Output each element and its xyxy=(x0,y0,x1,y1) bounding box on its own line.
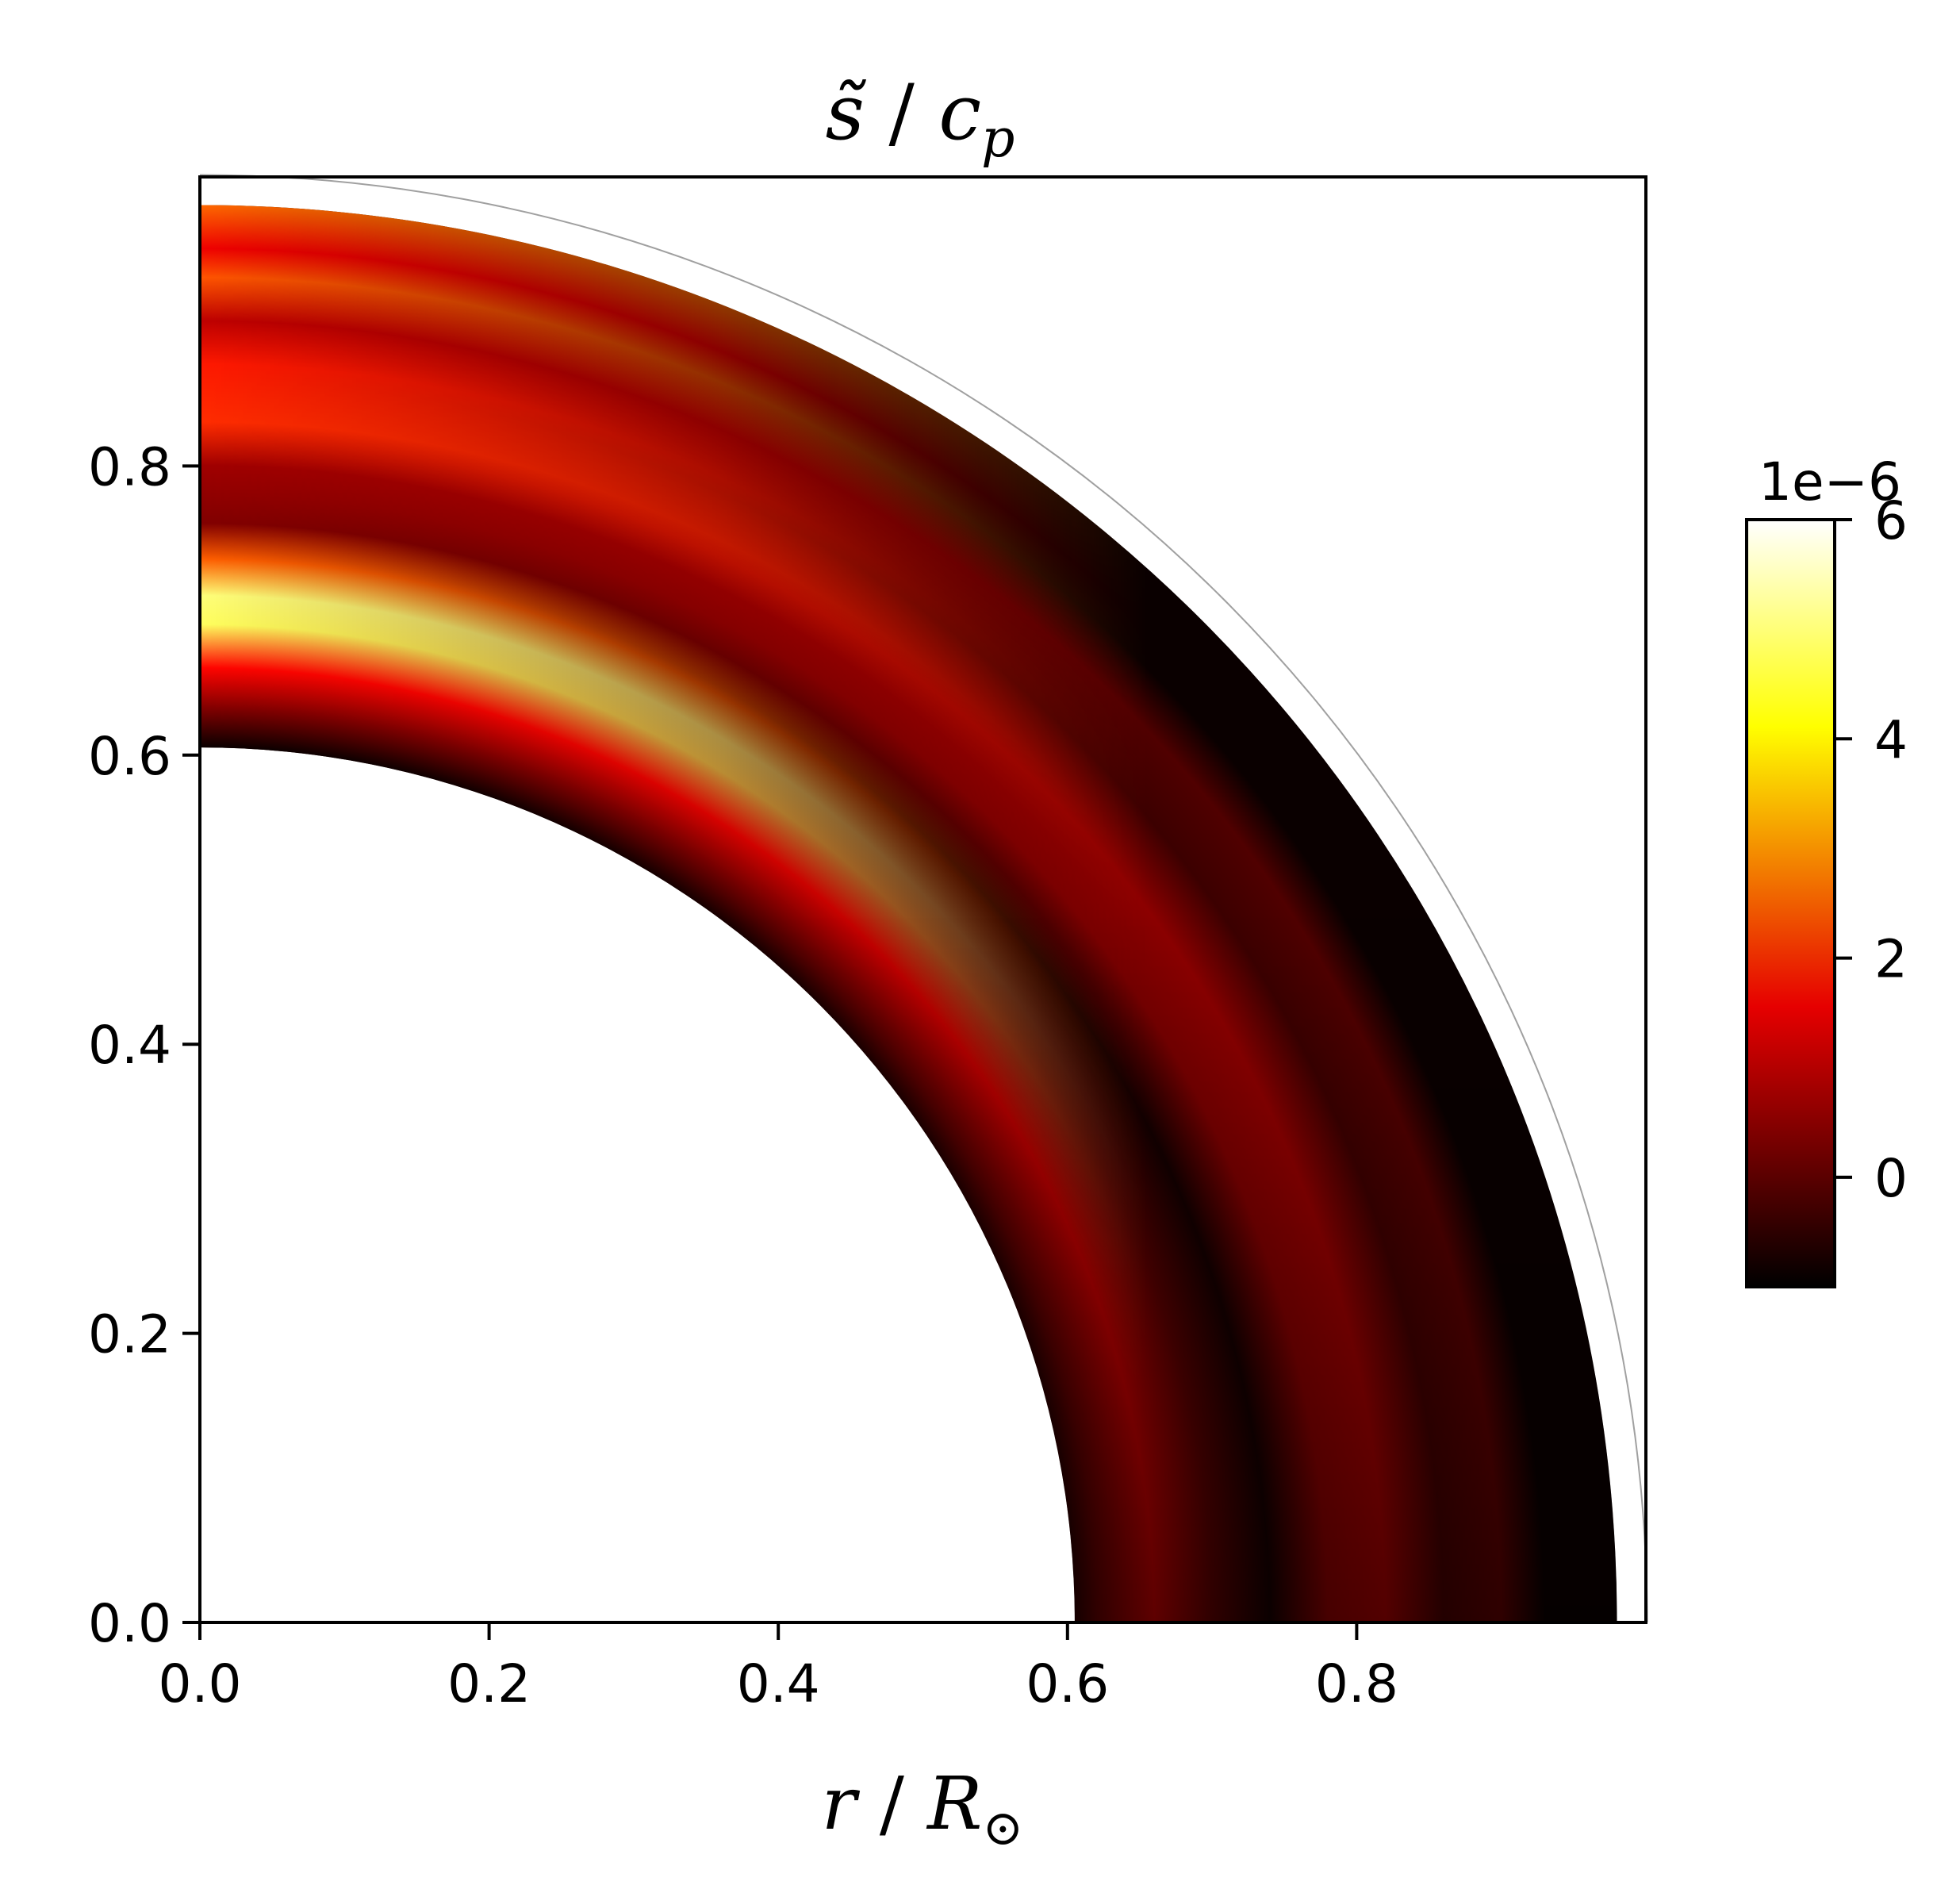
chart-title: s̃ / cp xyxy=(826,68,1015,169)
y-tick-label: 0.2 xyxy=(88,1304,171,1365)
y-tick-label: 0.8 xyxy=(88,436,171,497)
y-tick-label: 0.6 xyxy=(88,726,171,787)
x-tick-label: 0.2 xyxy=(447,1653,531,1714)
x-tick-label: 0.4 xyxy=(737,1653,820,1714)
x-tick-label: 0.0 xyxy=(159,1653,242,1714)
x-axis-ticks: 0.0 0.2 0.4 0.6 0.8 xyxy=(159,1622,1398,1714)
colorbar-gradient xyxy=(1745,518,1836,1288)
x-tick-label: 0.6 xyxy=(1026,1653,1109,1714)
colorbar-ticks: 0 2 4 6 xyxy=(1835,490,1908,1209)
x-axis-label: r / R⊙ xyxy=(822,1761,1024,1856)
colorbar: 1e−6 0 2 4 6 xyxy=(1745,451,1908,1288)
colorbar-scale-label: 1e−6 xyxy=(1759,451,1901,513)
plot-frame xyxy=(198,175,1647,1624)
y-axis-ticks: 0.0 0.2 0.4 0.6 0.8 xyxy=(88,436,200,1654)
colorbar-tick-label: 2 xyxy=(1874,929,1908,990)
colorbar-tick-label: 6 xyxy=(1874,490,1908,551)
outer-boundary-line xyxy=(199,174,1648,1623)
colorbar-tick-label: 4 xyxy=(1874,709,1908,770)
y-tick-label: 0.0 xyxy=(88,1593,171,1654)
x-tick-label: 0.8 xyxy=(1315,1653,1398,1714)
colorbar-tick-label: 0 xyxy=(1874,1148,1908,1209)
y-tick-label: 0.4 xyxy=(88,1015,171,1076)
